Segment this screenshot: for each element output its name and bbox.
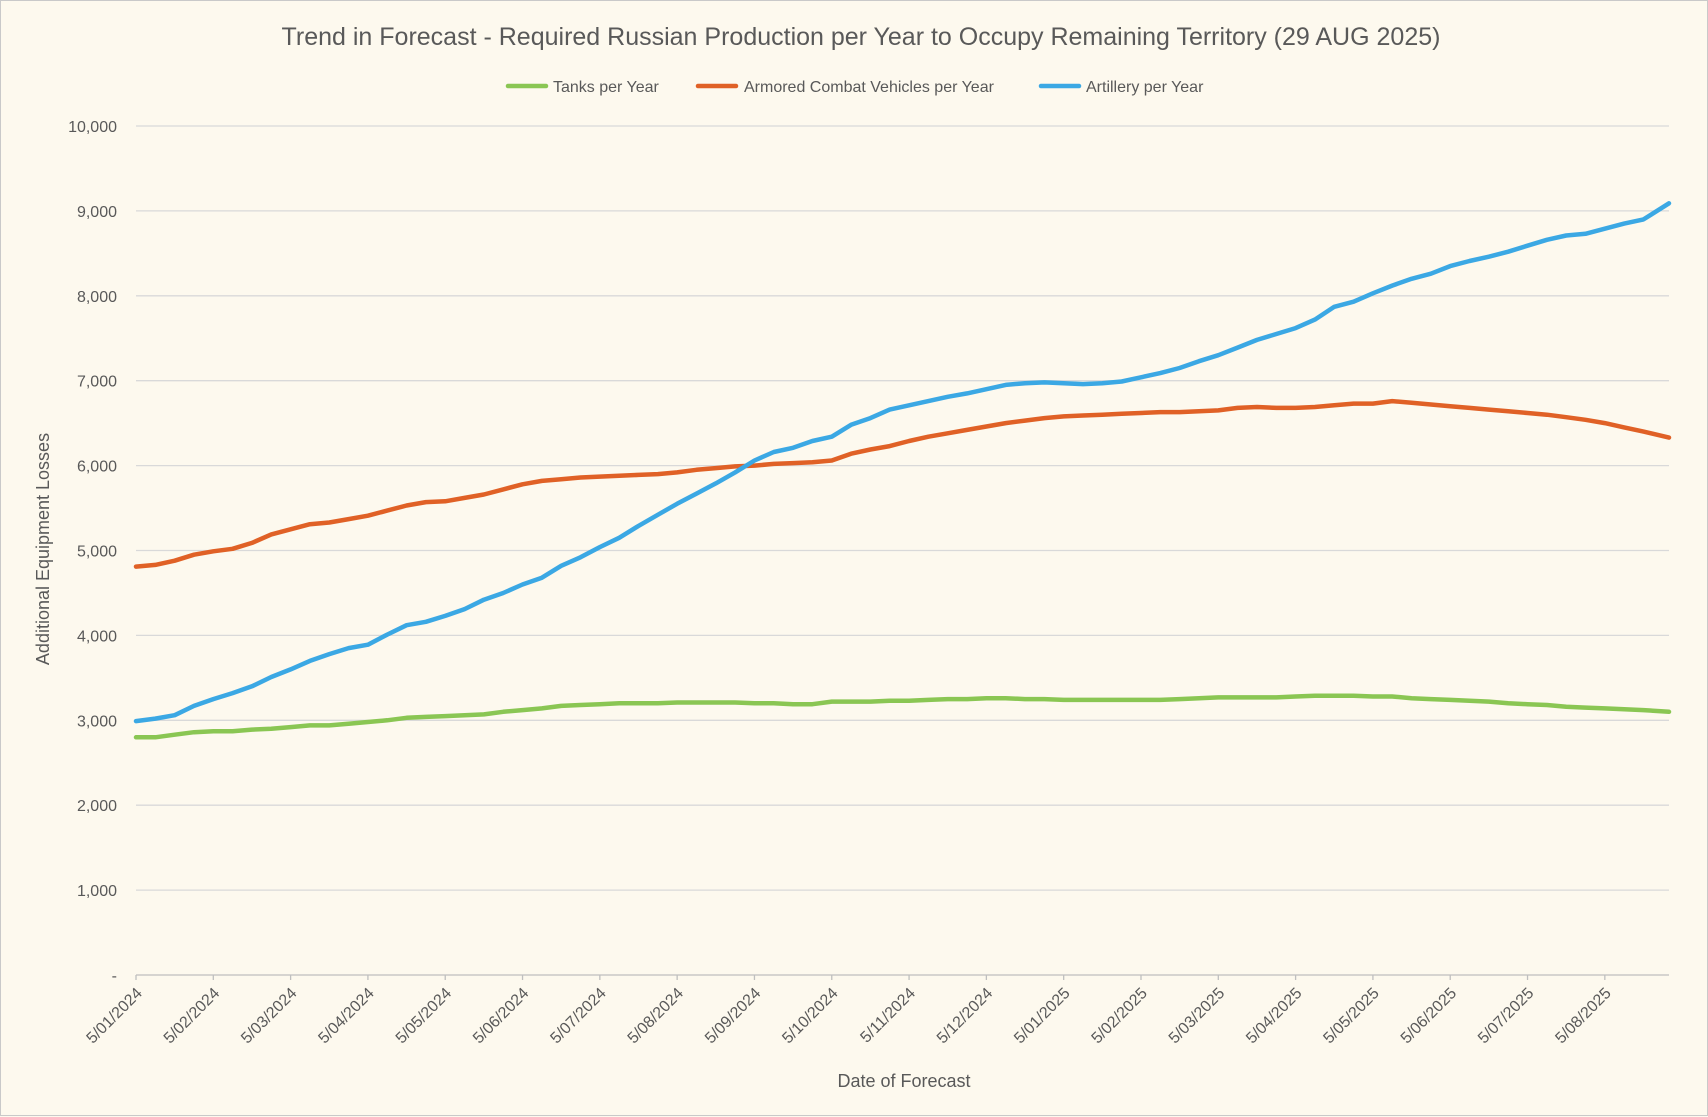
x-tick-label: 5/04/2024 xyxy=(315,985,377,1047)
y-tick-label: 5,000 xyxy=(77,544,117,561)
y-tick-label: 1,000 xyxy=(77,883,117,900)
x-tick-label: 5/06/2024 xyxy=(470,985,532,1047)
y-tick-label: 7,000 xyxy=(77,374,117,391)
x-tick-label: 5/07/2024 xyxy=(547,985,609,1047)
x-tick-label: 5/03/2025 xyxy=(1166,985,1228,1047)
series-layer xyxy=(133,201,1672,740)
y-tick-label: 6,000 xyxy=(77,459,117,476)
y-tick-label: 10,000 xyxy=(68,119,117,136)
y-tick-label: 8,000 xyxy=(77,289,117,306)
x-tick-label: 5/01/2025 xyxy=(1011,985,1073,1047)
x-tick-label: 5/09/2024 xyxy=(702,985,764,1047)
y-tick-label: 4,000 xyxy=(77,628,117,645)
x-tick-label: 5/01/2024 xyxy=(84,985,146,1047)
legend-label: Artillery per Year xyxy=(1086,79,1204,96)
legend-label: Armored Combat Vehicles per Year xyxy=(744,79,995,96)
series-line-armored-combat-vehicles-per-year xyxy=(133,398,1672,569)
gridlines xyxy=(136,125,1669,976)
y-axis-ticks: - 1,000 2,000 3,000 4,000 5,000 6,000 7,000 8,00… xyxy=(68,119,117,985)
x-tick-label: 5/04/2025 xyxy=(1243,985,1305,1047)
y-tick-label: - xyxy=(112,968,117,985)
y-axis-label: Additional Equipment Losses xyxy=(33,433,53,665)
y-tick-label: 9,000 xyxy=(77,204,117,221)
chart-title: Trend in Forecast - Required Russian Pro… xyxy=(282,23,1441,51)
x-axis-label: Date of Forecast xyxy=(837,1071,970,1091)
series-line-artillery-per-year xyxy=(133,201,1672,724)
y-tick-label: 3,000 xyxy=(77,713,117,730)
series-line-tanks-per-year xyxy=(133,693,1672,740)
x-tick-label: 5/12/2024 xyxy=(934,985,996,1047)
x-tick-label: 5/06/2025 xyxy=(1398,985,1460,1047)
x-axis-ticks: 5/01/2024 5/02/2024 5/03/2024 5/04/2024 5/05… xyxy=(84,975,1615,1047)
x-tick-label: 5/02/2024 xyxy=(161,985,223,1047)
x-tick-label: 5/08/2024 xyxy=(625,985,687,1047)
y-tick-label: 2,000 xyxy=(77,798,117,815)
x-tick-label: 5/10/2024 xyxy=(779,985,841,1047)
x-tick-label: 5/05/2025 xyxy=(1320,985,1382,1047)
x-tick-label: 5/07/2025 xyxy=(1475,985,1537,1047)
x-tick-label: 5/05/2024 xyxy=(393,985,455,1047)
legend: Tanks per Year Armored Combat Vehicles pe… xyxy=(505,79,1204,96)
x-tick-label: 5/08/2025 xyxy=(1552,985,1614,1047)
x-tick-label: 5/03/2024 xyxy=(238,985,300,1047)
x-tick-label: 5/02/2025 xyxy=(1089,985,1151,1047)
legend-label: Tanks per Year xyxy=(553,79,660,96)
x-tick-label: 5/11/2024 xyxy=(857,985,919,1047)
